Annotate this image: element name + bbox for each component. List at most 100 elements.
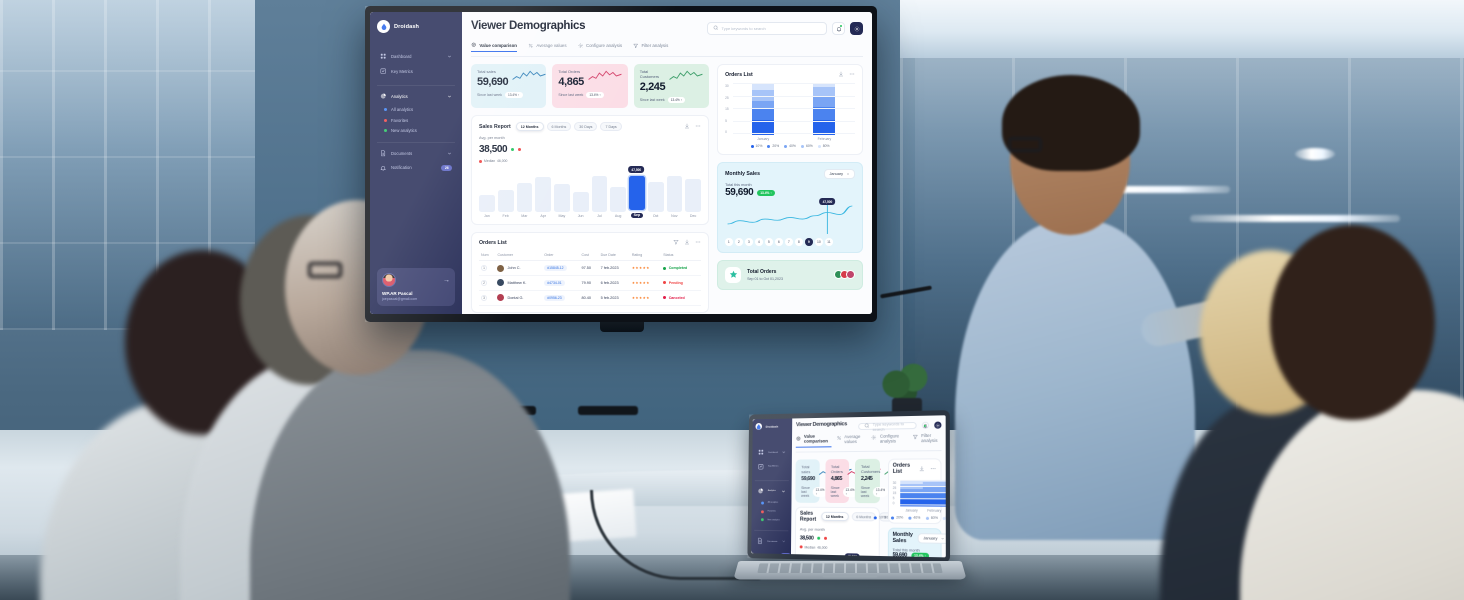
table-row[interactable]: 1 John C. #15845-12 97.50 7 feb.2023 ★★★★★ Com… — [479, 260, 702, 276]
bar[interactable] — [591, 176, 608, 212]
bar[interactable] — [610, 186, 626, 212]
range-chip[interactable]: 6 Months — [546, 121, 572, 132]
chevron-down-icon[interactable] — [781, 489, 786, 494]
bar[interactable] — [572, 192, 589, 212]
download-icon[interactable] — [684, 123, 690, 130]
bar-column[interactable]: Jan — [479, 176, 495, 218]
bar[interactable] — [554, 184, 570, 212]
sidebar-item-notification[interactable]: Notification 26 — [754, 549, 791, 558]
bar-column[interactable]: Nov — [666, 176, 683, 218]
search-input[interactable]: Type keywords to search — [858, 421, 917, 431]
page-button[interactable]: 7 — [785, 238, 793, 246]
notification-button[interactable] — [921, 421, 930, 429]
notification-button[interactable] — [832, 22, 845, 35]
page-button[interactable]: 5 — [765, 238, 773, 246]
user-card[interactable]: → WP.AR Pascal joepascal@gmail.com — [377, 268, 455, 306]
range-chip[interactable]: 12 Months — [820, 511, 849, 522]
laptop-keyboard[interactable] — [757, 563, 943, 574]
sidebar-subitem-favorites[interactable]: Favorites — [754, 507, 788, 516]
bar-column[interactable]: Feb — [497, 176, 514, 218]
bar[interactable] — [685, 179, 701, 212]
period-select[interactable]: January — [918, 532, 946, 544]
bar-column[interactable]: Sep — [629, 176, 645, 219]
tab-average-values[interactable]: Average values — [528, 43, 567, 52]
tab-configure-analysis[interactable]: Configure analysis — [577, 42, 622, 52]
sidebar-subitem-new-analytics[interactable]: New analytics — [754, 516, 788, 525]
bar-column[interactable]: Mar — [516, 176, 533, 218]
filter-icon[interactable] — [673, 239, 679, 246]
stacked-bar[interactable] — [752, 83, 775, 136]
bar[interactable] — [479, 194, 495, 212]
chevron-down-icon[interactable] — [782, 450, 787, 455]
bar[interactable] — [666, 176, 683, 212]
bar-column[interactable]: Dec — [685, 176, 701, 218]
sidebar-subitem-all-analytics[interactable]: All analytics — [755, 499, 789, 508]
order-id[interactable]: #0956-23 — [544, 294, 565, 301]
sidebar-item-notification[interactable]: Notification 26 — [377, 161, 455, 174]
download-icon[interactable] — [838, 71, 844, 78]
bar[interactable] — [535, 176, 551, 212]
stacked-bar[interactable] — [813, 83, 836, 136]
range-chip[interactable]: 7 Days — [600, 121, 622, 132]
page-button[interactable]: 10 — [815, 238, 823, 246]
sidebar-item-analytics[interactable]: Analytics — [755, 485, 789, 498]
download-icon[interactable] — [684, 239, 690, 246]
kpi-card[interactable]: Total sales 59,690 Since last week 13.4% ↑ — [795, 459, 819, 503]
page-button[interactable]: 3 — [745, 238, 753, 246]
tab-value-comparison[interactable]: Value comparison — [471, 42, 517, 53]
page-button[interactable]: 9 — [805, 238, 813, 246]
sidebar-subitem-all-analytics[interactable]: All analytics — [377, 104, 455, 115]
page-button[interactable]: 11 — [825, 238, 833, 246]
sidebar-item-key-metrics[interactable]: Key Metrics — [755, 460, 789, 473]
page-button[interactable]: 8 — [795, 238, 803, 246]
laptop-trackpad[interactable] — [822, 574, 878, 578]
bar-column[interactable]: May — [554, 176, 570, 218]
tab-value-comparison[interactable]: Value comparison — [795, 433, 832, 448]
order-id[interactable]: #4734-01 — [544, 279, 565, 286]
table-row[interactable]: 2 Matthew K. #4734-01 79.90 6 feb.2023 ★★★★★ P… — [479, 275, 702, 291]
kpi-card[interactable]: Total Customers 2,245 Since last week 13.4%… — [854, 458, 880, 504]
total-orders-card[interactable]: Total Orders Sep 01 to Oct 01,2023 — [717, 259, 863, 290]
kpi-card[interactable]: Total Orders 4,865 Since last week 13.4% ↑ — [552, 64, 628, 108]
tab-filter-analysis[interactable]: Filter analysis — [912, 432, 941, 446]
bar-column[interactable]: Jul — [591, 176, 608, 218]
range-chip[interactable]: 6 Months — [851, 511, 877, 522]
sidebar-item-dashboard[interactable]: Dashboard — [377, 50, 455, 63]
sidebar-item-documents[interactable]: Documents — [377, 147, 455, 160]
bar-column[interactable]: Jun — [572, 176, 589, 218]
page-button[interactable]: 4 — [755, 238, 763, 246]
period-select[interactable]: January — [824, 169, 855, 180]
download-icon[interactable] — [919, 465, 925, 472]
bar-column[interactable]: Oct — [647, 176, 664, 218]
bar[interactable] — [629, 176, 645, 211]
order-id[interactable]: #15845-12 — [544, 265, 567, 272]
page-button[interactable]: 1 — [725, 238, 733, 246]
bar[interactable] — [516, 182, 533, 212]
chevron-down-icon[interactable] — [447, 54, 452, 59]
settings-button[interactable] — [850, 22, 863, 35]
sidebar-subitem-new-analytics[interactable]: New analytics — [377, 125, 455, 136]
bar[interactable] — [497, 189, 514, 212]
range-chip[interactable]: 12 Months — [515, 121, 544, 132]
sidebar-item-analytics[interactable]: Analytics — [377, 90, 455, 103]
chevron-down-icon[interactable] — [447, 94, 452, 99]
bar-column[interactable]: Apr — [535, 176, 551, 218]
sidebar-item-documents[interactable]: Documents — [754, 535, 788, 549]
sidebar-item-key-metrics[interactable]: Key Metrics — [377, 64, 455, 77]
chevron-down-icon[interactable] — [447, 151, 452, 156]
kpi-card[interactable]: Total Orders 4,865 Since last week 13.4% ↑ — [824, 459, 849, 504]
arrow-right-icon[interactable]: → — [443, 276, 450, 284]
bar[interactable] — [647, 181, 664, 212]
page-button[interactable]: 6 — [775, 238, 783, 246]
chevron-down-icon[interactable] — [781, 539, 785, 544]
more-icon[interactable] — [930, 465, 936, 472]
sidebar-item-dashboard[interactable]: Dashboard — [755, 446, 789, 459]
range-chip[interactable]: 30 Days — [574, 121, 598, 132]
tab-filter-analysis[interactable]: Filter analysis — [633, 43, 668, 52]
page-button[interactable]: 2 — [735, 238, 743, 246]
bar-column[interactable]: Aug — [610, 176, 626, 218]
sidebar-subitem-favorites[interactable]: Favorites — [377, 115, 455, 126]
tab-configure-analysis[interactable]: Configure analysis — [871, 433, 907, 447]
search-input[interactable]: Type keywords to search — [707, 22, 827, 35]
table-row[interactable]: 3 Dontai G. #0956-23 80.40 5 feb.2023 ★★★★★ Ca… — [479, 290, 702, 306]
